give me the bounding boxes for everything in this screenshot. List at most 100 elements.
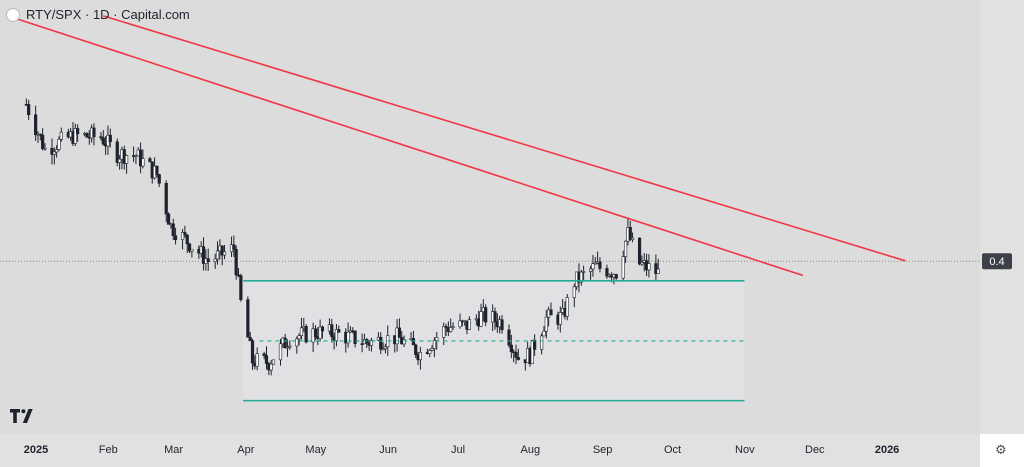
candle-body xyxy=(630,237,635,240)
candle xyxy=(55,145,59,158)
candle xyxy=(264,346,269,370)
candle-body xyxy=(598,261,602,269)
candle xyxy=(630,232,635,243)
candle-body xyxy=(449,327,453,332)
candle xyxy=(50,138,54,165)
candle-body xyxy=(360,343,364,346)
candle xyxy=(451,322,455,330)
candle xyxy=(579,269,583,286)
candle-body xyxy=(428,350,432,354)
candle-body xyxy=(57,138,61,150)
candle xyxy=(173,227,178,245)
candle xyxy=(458,313,462,329)
candle xyxy=(155,165,159,178)
candle-body xyxy=(591,263,595,270)
candle xyxy=(509,334,513,359)
candle xyxy=(544,309,548,339)
candle xyxy=(232,235,236,257)
x-tick-label: Nov xyxy=(735,444,755,456)
candle xyxy=(180,228,185,250)
trendline-2 xyxy=(103,15,906,262)
candle-body xyxy=(500,319,504,331)
candle xyxy=(269,359,273,376)
x-tick-label: Feb xyxy=(99,444,118,456)
candle-body xyxy=(92,127,96,137)
x-tick-label: Jul xyxy=(451,444,465,456)
candle xyxy=(38,133,42,141)
candle xyxy=(593,256,597,265)
candle xyxy=(85,132,89,138)
candle-body xyxy=(173,235,178,241)
candle xyxy=(246,296,250,338)
candle-body xyxy=(118,158,122,163)
candle xyxy=(134,154,138,165)
candle xyxy=(187,243,192,254)
candle xyxy=(572,283,576,308)
candle-body xyxy=(190,248,194,252)
candle-body xyxy=(215,250,220,260)
candle xyxy=(255,347,259,371)
candle-body xyxy=(222,251,227,256)
candle xyxy=(57,136,61,152)
candle xyxy=(500,315,504,334)
candle-body xyxy=(582,271,586,273)
candle xyxy=(397,318,402,338)
candle-body xyxy=(288,345,292,348)
candle-body xyxy=(402,339,406,345)
settings-gear-icon[interactable]: ⚙ xyxy=(995,442,1007,457)
candle-body xyxy=(164,182,168,215)
candle xyxy=(542,326,546,337)
candle-body xyxy=(138,149,143,167)
candle xyxy=(516,348,520,361)
candle-body xyxy=(530,339,534,365)
candle xyxy=(411,330,415,346)
candle xyxy=(250,338,255,370)
candle-body xyxy=(41,134,45,150)
candle-body xyxy=(656,268,660,275)
candle-body xyxy=(148,158,152,163)
candle xyxy=(234,245,238,280)
candle xyxy=(92,123,96,146)
candle xyxy=(628,220,632,242)
candle-body xyxy=(271,359,276,365)
candle xyxy=(514,344,518,365)
candle xyxy=(614,273,618,280)
candle xyxy=(507,324,511,348)
price-scale xyxy=(980,0,1024,434)
candle-body xyxy=(297,335,301,340)
candle-body xyxy=(418,352,422,361)
candle xyxy=(115,138,119,167)
candle xyxy=(621,250,625,282)
candle xyxy=(330,318,334,343)
candle xyxy=(479,303,483,328)
candle-body xyxy=(115,141,119,163)
candle xyxy=(444,323,448,336)
x-tick-label: Sep xyxy=(593,444,613,456)
candle-body xyxy=(43,147,47,150)
candle xyxy=(647,254,651,278)
candle-body xyxy=(484,307,488,323)
tradingview-logo-icon[interactable] xyxy=(10,409,38,423)
candle-body xyxy=(213,258,217,262)
candle xyxy=(467,316,471,330)
candle xyxy=(288,340,292,350)
candle-body xyxy=(414,344,418,355)
x-tick-label: Dec xyxy=(805,444,825,456)
candle-body xyxy=(185,234,189,245)
x-tick-label: Jun xyxy=(379,444,397,456)
candle-body xyxy=(605,268,609,277)
candle xyxy=(41,128,45,151)
candle-body xyxy=(451,326,455,328)
candle xyxy=(278,339,283,366)
candle-body xyxy=(295,338,299,347)
candle xyxy=(484,304,488,327)
candle xyxy=(27,99,31,121)
candle xyxy=(432,337,436,358)
candle xyxy=(73,123,77,146)
candle xyxy=(313,325,318,341)
candle-body xyxy=(444,325,448,329)
candle xyxy=(598,257,602,273)
candle-body xyxy=(246,299,250,338)
candle-body xyxy=(101,137,105,145)
